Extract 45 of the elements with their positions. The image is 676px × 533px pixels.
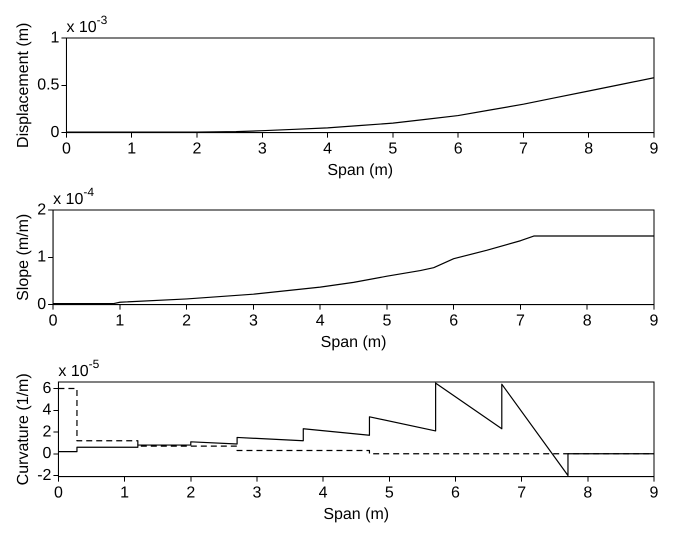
y-tick-label: 0.5 <box>37 76 60 94</box>
x-tick-label: 1 <box>120 484 130 502</box>
y-tick-label: 0 <box>50 124 60 142</box>
y-axis-title: Curvature (1/m) <box>15 373 32 486</box>
x-tick-label: 2 <box>186 484 196 502</box>
y-tick-label: 2 <box>42 423 52 440</box>
x-tick-label: 7 <box>516 312 526 330</box>
y-tick-label: -2 <box>37 466 52 484</box>
x-tick-label: 6 <box>451 484 460 502</box>
x-tick-label: 8 <box>584 140 594 158</box>
x-axis-title: Span (m) <box>327 162 394 179</box>
y-tick-label: 1 <box>37 248 46 266</box>
y-axis-title: Slope (m/m) <box>15 214 32 301</box>
x-tick-label: 3 <box>252 484 262 502</box>
x-tick-label: 8 <box>583 484 592 502</box>
x-axis-title: Span (m) <box>320 334 386 351</box>
x-tick-label: 1 <box>127 140 136 158</box>
x-tick-label: 8 <box>582 312 592 330</box>
x-tick-label: 6 <box>454 140 463 158</box>
y-tick-label: 4 <box>42 402 52 419</box>
x-tick-label: 5 <box>388 140 398 158</box>
x-tick-label: 4 <box>323 140 332 158</box>
y-tick-label: 6 <box>42 380 52 397</box>
x-tick-label: 6 <box>449 312 458 330</box>
x-tick-label: 2 <box>182 312 192 330</box>
x-tick-label: 5 <box>384 484 394 502</box>
x-tick-label: 4 <box>318 484 328 502</box>
x-tick-label: 3 <box>258 140 267 158</box>
x-tick-label: 0 <box>62 140 71 158</box>
x-tick-label: 5 <box>382 312 392 330</box>
y-tick-label: 0 <box>37 296 46 314</box>
x-tick-label: 7 <box>518 140 528 158</box>
y-tick-label: 0 <box>42 445 52 462</box>
x-tick-label: 9 <box>650 312 659 330</box>
x-tick-label: 9 <box>650 484 659 502</box>
y-tick-label: 2 <box>37 201 46 218</box>
x-tick-label: 4 <box>316 312 325 330</box>
x-tick-label: 2 <box>192 140 202 158</box>
x-tick-label: 7 <box>517 484 526 502</box>
x-axis-title: Span (m) <box>323 506 390 523</box>
y-axis-title: Displacement (m) <box>15 22 32 148</box>
x-tick-label: 9 <box>650 140 659 158</box>
x-tick-label: 1 <box>115 312 124 330</box>
x-tick-label: 3 <box>248 312 258 330</box>
y-tick-label: 1 <box>50 29 60 46</box>
